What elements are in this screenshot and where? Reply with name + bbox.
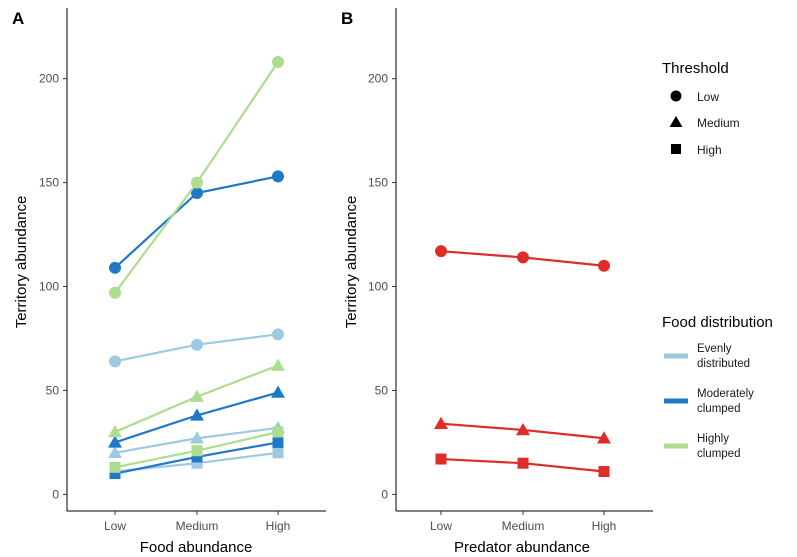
legend-threshold-low-label: Low <box>697 90 719 104</box>
panel-b-series-0 <box>435 245 610 272</box>
panel-a-data-point-circle <box>109 286 121 299</box>
panel-a-data-point-square <box>191 457 203 469</box>
panel-a-data-point-circle <box>109 261 121 274</box>
legend-moderately-label-line2: clumped <box>697 403 740 415</box>
panel-b-data-point-circle <box>435 245 447 258</box>
panel-b-axes: 0 50 100 150 200 Low Medium High <box>368 8 653 533</box>
panel-a-data-point-square <box>109 461 121 473</box>
panel-b-plot-area <box>434 245 611 478</box>
panel-a-x-tick-label: High <box>266 519 291 533</box>
panel-a-data-point-square <box>272 436 284 448</box>
panel-b-y-tick-label: 100 <box>368 280 388 294</box>
panel-a-data-point-square <box>272 447 284 459</box>
panel-a-y-tick-label: 50 <box>46 383 60 397</box>
panel-a-series-7 <box>108 358 285 438</box>
panel-a-data-point-triangle <box>108 425 122 438</box>
panel-a-data-point-square <box>109 468 121 480</box>
panel-a-data-point-triangle <box>271 358 285 371</box>
panel-a-data-point-triangle <box>108 435 122 448</box>
panel-a-y-tick-label: 100 <box>39 280 59 294</box>
panel-a-data-point-circle <box>272 56 284 69</box>
legend-highly-label-line2: clumped <box>697 448 740 460</box>
legend-evenly-label-line1: Evenly <box>697 343 732 355</box>
panel-a-data-point-circle <box>272 328 284 341</box>
legend-threshold-title: Threshold <box>662 60 729 77</box>
panel-a-y-tick-label: 0 <box>52 487 59 501</box>
panel-b-y-tick-label: 50 <box>375 383 389 397</box>
legend-square-symbol <box>671 144 681 154</box>
panel-b-x-tick-label: Medium <box>502 519 545 533</box>
panel-b-series-2 <box>435 453 610 478</box>
panel-a-data-point-triangle <box>108 445 122 459</box>
panel-b-series-1 <box>434 416 611 444</box>
legend-highly-label-line1: Highly <box>697 433 729 445</box>
panel-b-y-tick-label: 0 <box>381 487 388 501</box>
legend-threshold-high-label: High <box>697 143 722 157</box>
panel-b-data-point-circle <box>517 251 529 264</box>
panel-b-data-point-square <box>435 453 447 465</box>
legend-threshold: Threshold Low Medium High <box>662 60 740 157</box>
panel-a-data-point-circle <box>191 338 203 351</box>
panel-b: B Territory abundance Predator abundance… <box>341 8 653 556</box>
panel-a-tag: A <box>12 9 24 28</box>
legend-food-distribution: Food distribution Evenly distributed Mod… <box>662 314 773 460</box>
panel-b-data-point-triangle <box>597 431 611 444</box>
panel-a-series-3 <box>109 170 284 274</box>
panel-a-axes: 0 50 100 150 200 Low Medium High <box>39 8 326 533</box>
panel-a-y-tick-label: 150 <box>39 176 59 190</box>
panel-b-data-point-square <box>517 457 529 469</box>
panel-b-data-point-triangle <box>516 422 530 436</box>
panel-a-x-axis-title: Food abundance <box>140 539 253 556</box>
panel-a-series-6 <box>109 56 284 299</box>
panel-b-y-tick-label: 200 <box>368 72 388 86</box>
legend-moderately-label-line1: Moderately <box>697 388 754 400</box>
panel-b-x-tick-label: High <box>592 519 617 533</box>
panel-b-y-tick-label: 150 <box>368 176 388 190</box>
legend-triangle-symbol <box>669 116 683 127</box>
panel-a-series-0 <box>109 328 284 368</box>
panel-a-data-point-triangle <box>190 408 204 421</box>
panel-a-data-point-square <box>272 426 284 438</box>
panel-b-y-axis-title: Territory abundance <box>343 196 360 329</box>
panel-a-data-point-circle <box>191 176 203 189</box>
panel-b-data-point-circle <box>598 259 610 272</box>
panel-a-data-point-triangle <box>271 385 285 398</box>
panel-a-data-point-circle <box>191 186 203 199</box>
panel-a-data-point-triangle <box>190 389 204 402</box>
panel-a-data-point-square <box>191 451 203 463</box>
panel-a-data-point-circle <box>272 170 284 183</box>
panel-a-plot-area <box>108 56 285 480</box>
panel-a-series-8 <box>109 426 284 473</box>
panel-a-data-point-circle <box>109 355 121 368</box>
legend-food-title: Food distribution <box>662 314 773 331</box>
panel-a-data-point-square <box>191 445 203 457</box>
legend-threshold-medium-label: Medium <box>697 116 740 130</box>
panel-b-tag: B <box>341 9 353 28</box>
panel-a-series-4 <box>108 385 285 448</box>
legend-circle-symbol <box>670 90 682 102</box>
panel-b-x-tick-label: Low <box>430 519 452 533</box>
panel-a-x-tick-label: Low <box>104 519 126 533</box>
panel-a-y-tick-label: 200 <box>39 72 59 86</box>
panel-a-y-axis-title: Territory abundance <box>13 196 30 329</box>
panel-b-data-point-square <box>598 466 610 478</box>
legend-evenly-label-line2: distributed <box>697 358 750 370</box>
panel-a: A Territory abundance Food abundance 0 50… <box>12 8 326 556</box>
panel-a-data-point-triangle <box>190 431 204 444</box>
panel-b-data-point-triangle <box>434 416 448 429</box>
panel-a-series-5 <box>109 436 284 480</box>
panel-a-x-tick-label: Medium <box>176 519 219 533</box>
panel-b-x-axis-title: Predator abundance <box>454 539 590 556</box>
